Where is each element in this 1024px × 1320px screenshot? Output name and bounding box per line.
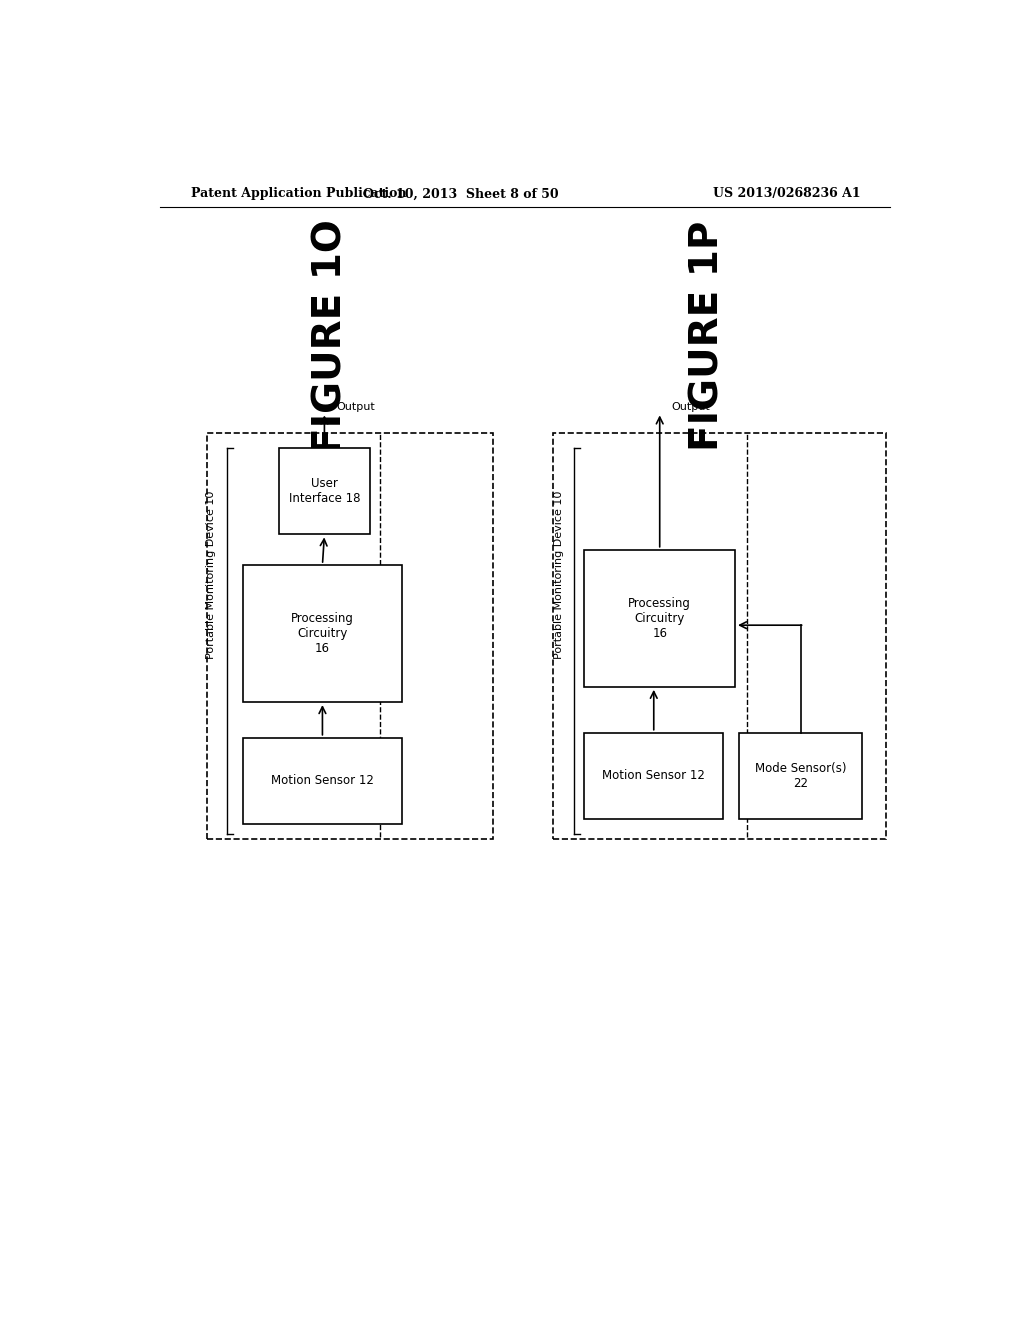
Bar (207, 433, 494, 840)
Text: Portable Monitoring Device 10: Portable Monitoring Device 10 (206, 491, 216, 659)
Bar (243, 738, 401, 824)
Text: User
Interface 18: User Interface 18 (289, 478, 360, 506)
Text: Output: Output (672, 403, 711, 412)
Text: Output: Output (336, 403, 375, 412)
Text: US 2013/0268236 A1: US 2013/0268236 A1 (713, 187, 860, 201)
Text: FIGURE 1P: FIGURE 1P (688, 220, 726, 451)
Text: Motion Sensor 12: Motion Sensor 12 (271, 775, 374, 788)
Text: Oct. 10, 2013  Sheet 8 of 50: Oct. 10, 2013 Sheet 8 of 50 (364, 187, 559, 201)
Text: Patent Application Publication: Patent Application Publication (191, 187, 407, 201)
Text: Mode Sensor(s)
22: Mode Sensor(s) 22 (755, 762, 846, 789)
Text: Portable Monitoring Device 10: Portable Monitoring Device 10 (554, 491, 564, 659)
Bar (585, 733, 723, 818)
Text: Processing
Circuitry
16: Processing Circuitry 16 (291, 612, 354, 655)
Bar (739, 733, 862, 818)
Text: FIGURE 1O: FIGURE 1O (311, 219, 349, 454)
Text: Motion Sensor 12: Motion Sensor 12 (602, 770, 706, 783)
Text: Processing
Circuitry
16: Processing Circuitry 16 (629, 597, 691, 640)
Bar (243, 565, 401, 702)
Bar (279, 447, 370, 535)
Bar (585, 549, 735, 686)
Bar (553, 433, 886, 840)
